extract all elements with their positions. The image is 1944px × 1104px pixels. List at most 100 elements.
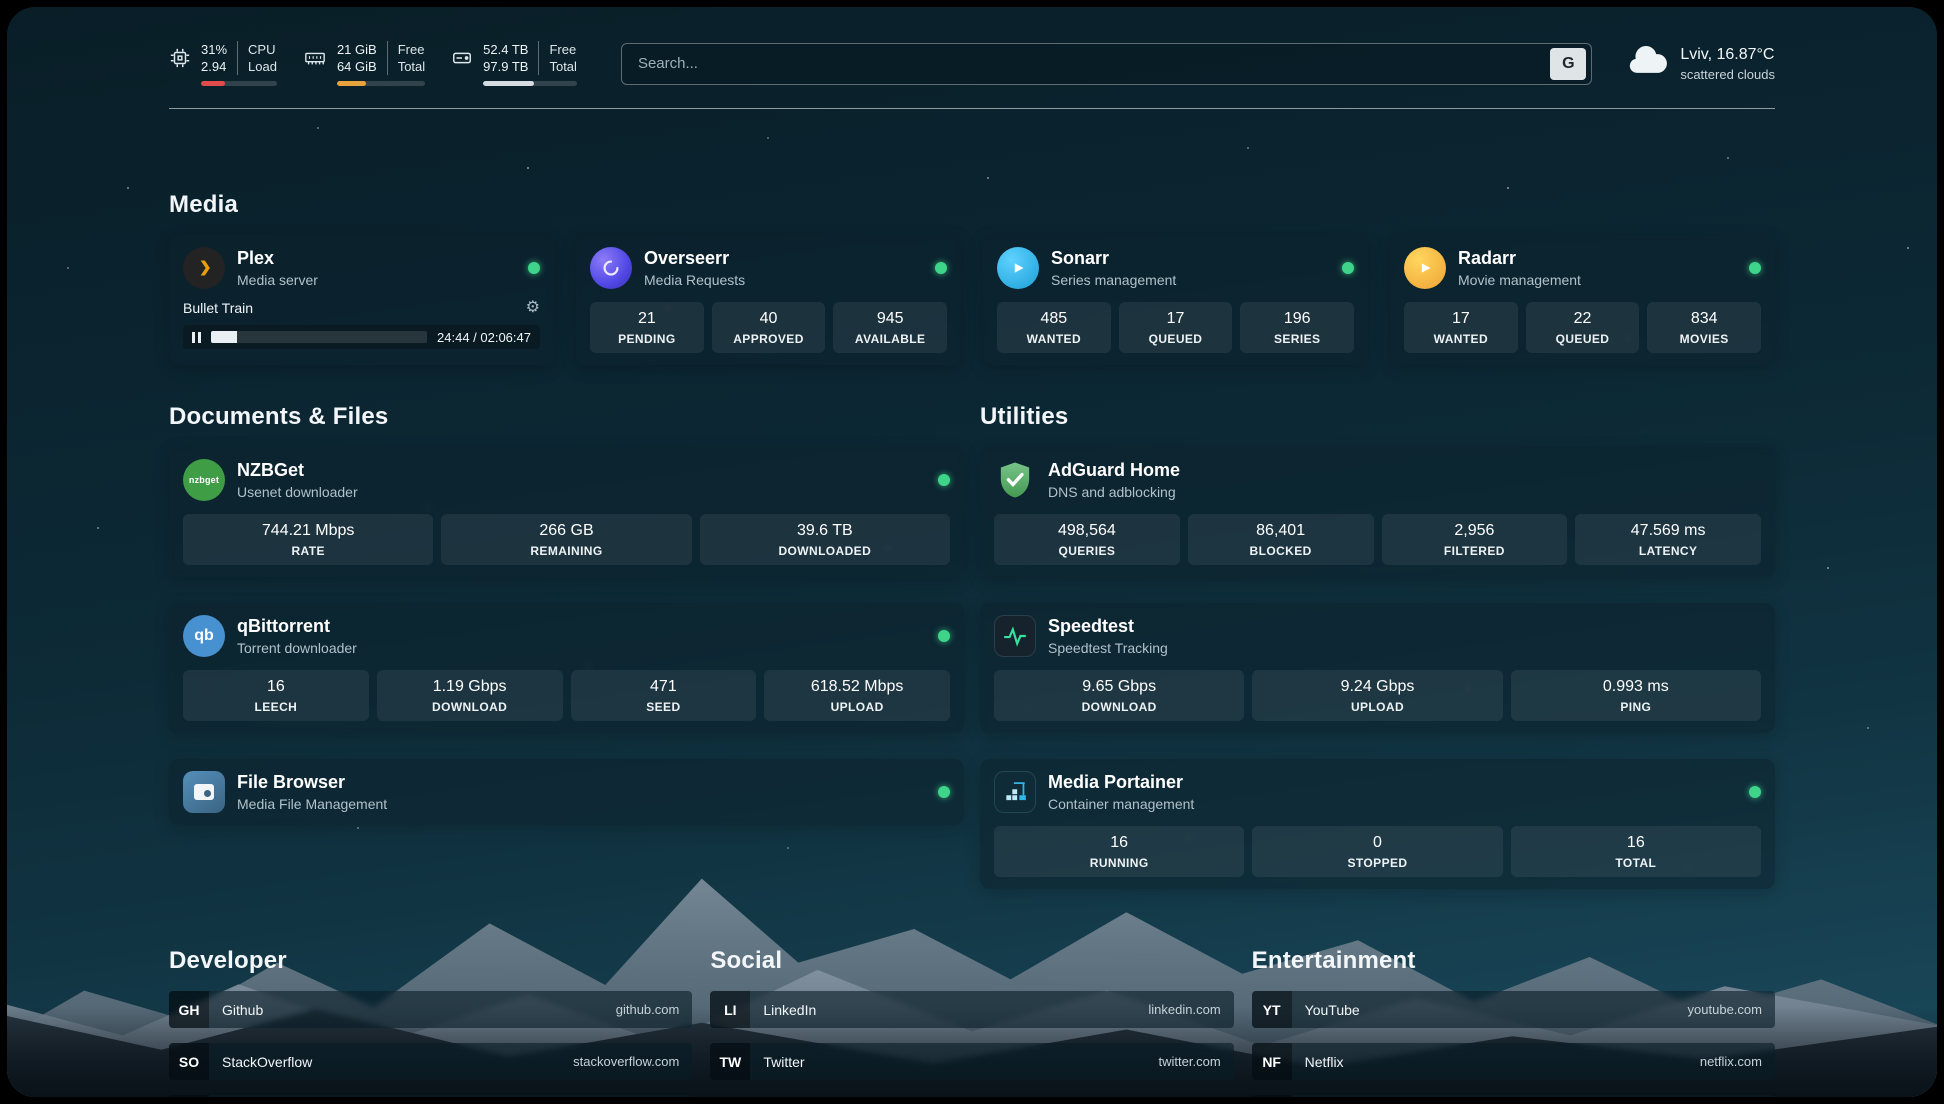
stat-value: 39.6 TB: [704, 522, 946, 540]
bookmarks-grid: Developer GH Github github.com SO StackO…: [169, 947, 1775, 1097]
stat-value: 945: [837, 310, 943, 328]
stat-upload: 9.24 Gbps UPLOAD: [1252, 670, 1502, 721]
stat-value: 498,564: [998, 522, 1176, 540]
stat-label: UPLOAD: [768, 700, 946, 714]
ram-readout: 21 GiB 64 GiB Free Total: [337, 41, 425, 75]
stat-value: 16: [187, 678, 365, 696]
card-header: Plex Media server: [183, 247, 540, 289]
app-card-sonarr[interactable]: Sonarr Series management 485 WANTED 17 Q…: [983, 235, 1368, 365]
header-divider: [169, 108, 1775, 109]
app-card-qbittorrent[interactable]: qb qBittorrent Torrent downloader 16 LEE…: [169, 603, 964, 733]
disk-usage-bar: [483, 81, 577, 86]
adguard-shield-icon: [994, 459, 1036, 501]
bookmark-twitter[interactable]: TW Twitter twitter.com: [710, 1043, 1233, 1080]
bookmark-name: Github: [222, 1002, 263, 1018]
stat-value: 22: [1530, 310, 1636, 328]
app-meta: AdGuard Home DNS and adblocking: [1048, 460, 1180, 500]
stat-filtered: 2,956 FILTERED: [1382, 514, 1568, 565]
app-card-plex[interactable]: Plex Media server Bullet Train ⚙: [169, 235, 554, 365]
gear-icon[interactable]: ⚙: [526, 300, 540, 316]
ram-usage-fill: [337, 81, 366, 86]
stats-row: 16 LEECH 1.19 Gbps DOWNLOAD 471 SEED 6: [183, 670, 950, 721]
stat-value: 834: [1651, 310, 1757, 328]
qbittorrent-icon: qb: [183, 615, 225, 657]
ram-widget-body: 21 GiB 64 GiB Free Total: [337, 41, 425, 86]
stat-label: STOPPED: [1256, 856, 1498, 870]
stats-row: 498,564 QUERIES 86,401 BLOCKED 2,956 FIL…: [994, 514, 1761, 565]
bookmark-youtube[interactable]: YT YouTube youtube.com: [1252, 991, 1775, 1028]
radarr-icon: [1404, 247, 1446, 289]
card-header: AdGuard Home DNS and adblocking: [994, 459, 1761, 501]
status-dot: [938, 630, 950, 642]
app-card-overseerr[interactable]: Overseerr Media Requests 21 PENDING 40 A…: [576, 235, 961, 365]
stat-value: 485: [1001, 310, 1107, 328]
app-card-portainer[interactable]: Media Portainer Container management 16 …: [980, 759, 1775, 889]
app-meta: Plex Media server: [237, 248, 318, 288]
disk-free-label: Free: [549, 41, 576, 58]
stat-value: 1.19 Gbps: [381, 678, 559, 696]
search-engine-button[interactable]: G: [1550, 48, 1586, 80]
section-title-documents: Documents & Files: [169, 403, 964, 431]
stat-label: SERIES: [1244, 332, 1350, 346]
stat-total: 16 TOTAL: [1511, 826, 1761, 877]
card-header: Speedtest Speedtest Tracking: [994, 615, 1761, 657]
stat-latency: 47.569 ms LATENCY: [1575, 514, 1761, 565]
stat-queries: 498,564 QUERIES: [994, 514, 1180, 565]
stats-row: 485 WANTED 17 QUEUED 196 SERIES: [997, 302, 1354, 353]
stat-value: 266 GB: [445, 522, 687, 540]
bookmark-dev[interactable]: DT DEV dev.to: [169, 1095, 692, 1097]
pause-icon[interactable]: [192, 332, 201, 343]
now-playing-row: Bullet Train ⚙: [183, 300, 540, 316]
stat-pending: 21 PENDING: [590, 302, 704, 353]
app-card-nzbget[interactable]: nzbget NZBGet Usenet downloader 744.21 M…: [169, 447, 964, 577]
card-header: Media Portainer Container management: [994, 771, 1761, 813]
bookmark-name: Twitter: [763, 1054, 804, 1070]
middle-columns: Documents & Files nzbget NZBGet Usenet d…: [169, 403, 1775, 889]
playback-time: 24:44 / 02:06:47: [437, 330, 531, 345]
search-input[interactable]: [638, 55, 1550, 72]
stat-seed: 471 SEED: [571, 670, 757, 721]
app-desc: Movie management: [1458, 272, 1581, 288]
stat-value: 16: [998, 834, 1240, 852]
bookmark-stackoverflow[interactable]: SO StackOverflow stackoverflow.com: [169, 1043, 692, 1080]
status-dot: [1749, 262, 1761, 274]
app-name: qBittorrent: [237, 616, 357, 637]
bookmarks-entertainment: Entertainment YT YouTube youtube.com NF …: [1252, 947, 1775, 1097]
stats-row: 17 WANTED 22 QUEUED 834 MOVIES: [1404, 302, 1761, 353]
app-meta: qBittorrent Torrent downloader: [237, 616, 357, 656]
bookmark-abbr: YT: [1252, 991, 1292, 1028]
card-header: Radarr Movie management: [1404, 247, 1761, 289]
stat-label: QUERIES: [998, 544, 1176, 558]
nzbget-icon: nzbget: [183, 459, 225, 501]
cpu-widget: 31% 2.94 CPU Load: [169, 41, 277, 86]
stat-download: 9.65 Gbps DOWNLOAD: [994, 670, 1244, 721]
bookmark-netflix[interactable]: NF Netflix netflix.com: [1252, 1043, 1775, 1080]
dashboard-content: 31% 2.94 CPU Load: [7, 7, 1937, 1097]
app-meta: Overseerr Media Requests: [644, 248, 745, 288]
search-bar: G: [621, 43, 1592, 85]
disk-readout: 52.4 TB 97.9 TB Free Total: [483, 41, 577, 75]
disk-usage-fill: [483, 81, 534, 86]
stat-value: 471: [575, 678, 753, 696]
bookmark-abbr: NF: [1252, 1043, 1292, 1080]
stat-stopped: 0 STOPPED: [1252, 826, 1502, 877]
app-name: AdGuard Home: [1048, 460, 1180, 481]
app-desc: DNS and adblocking: [1048, 484, 1180, 500]
stat-label: PENDING: [594, 332, 700, 346]
cpu-readout: 31% 2.94 CPU Load: [201, 41, 277, 75]
stat-upload: 618.52 Mbps UPLOAD: [764, 670, 950, 721]
portainer-icon: [994, 771, 1036, 813]
bookmark-github[interactable]: GH Github github.com: [169, 991, 692, 1028]
app-card-radarr[interactable]: Radarr Movie management 17 WANTED 22 QUE…: [1390, 235, 1775, 365]
bookmark-reddit[interactable]: RE Reddit reddit.com: [1252, 1095, 1775, 1097]
stat-label: BLOCKED: [1192, 544, 1370, 558]
status-dot: [1342, 262, 1354, 274]
stat-label: APPROVED: [716, 332, 822, 346]
bookmark-linkedin[interactable]: LI LinkedIn linkedin.com: [710, 991, 1233, 1028]
stat-value: 0.993 ms: [1515, 678, 1757, 696]
app-card-filebrowser[interactable]: File Browser Media File Management: [169, 759, 964, 825]
app-card-adguard[interactable]: AdGuard Home DNS and adblocking 498,564 …: [980, 447, 1775, 577]
stat-leech: 16 LEECH: [183, 670, 369, 721]
app-card-speedtest[interactable]: Speedtest Speedtest Tracking 9.65 Gbps D…: [980, 603, 1775, 733]
playback-progress[interactable]: [211, 331, 427, 343]
